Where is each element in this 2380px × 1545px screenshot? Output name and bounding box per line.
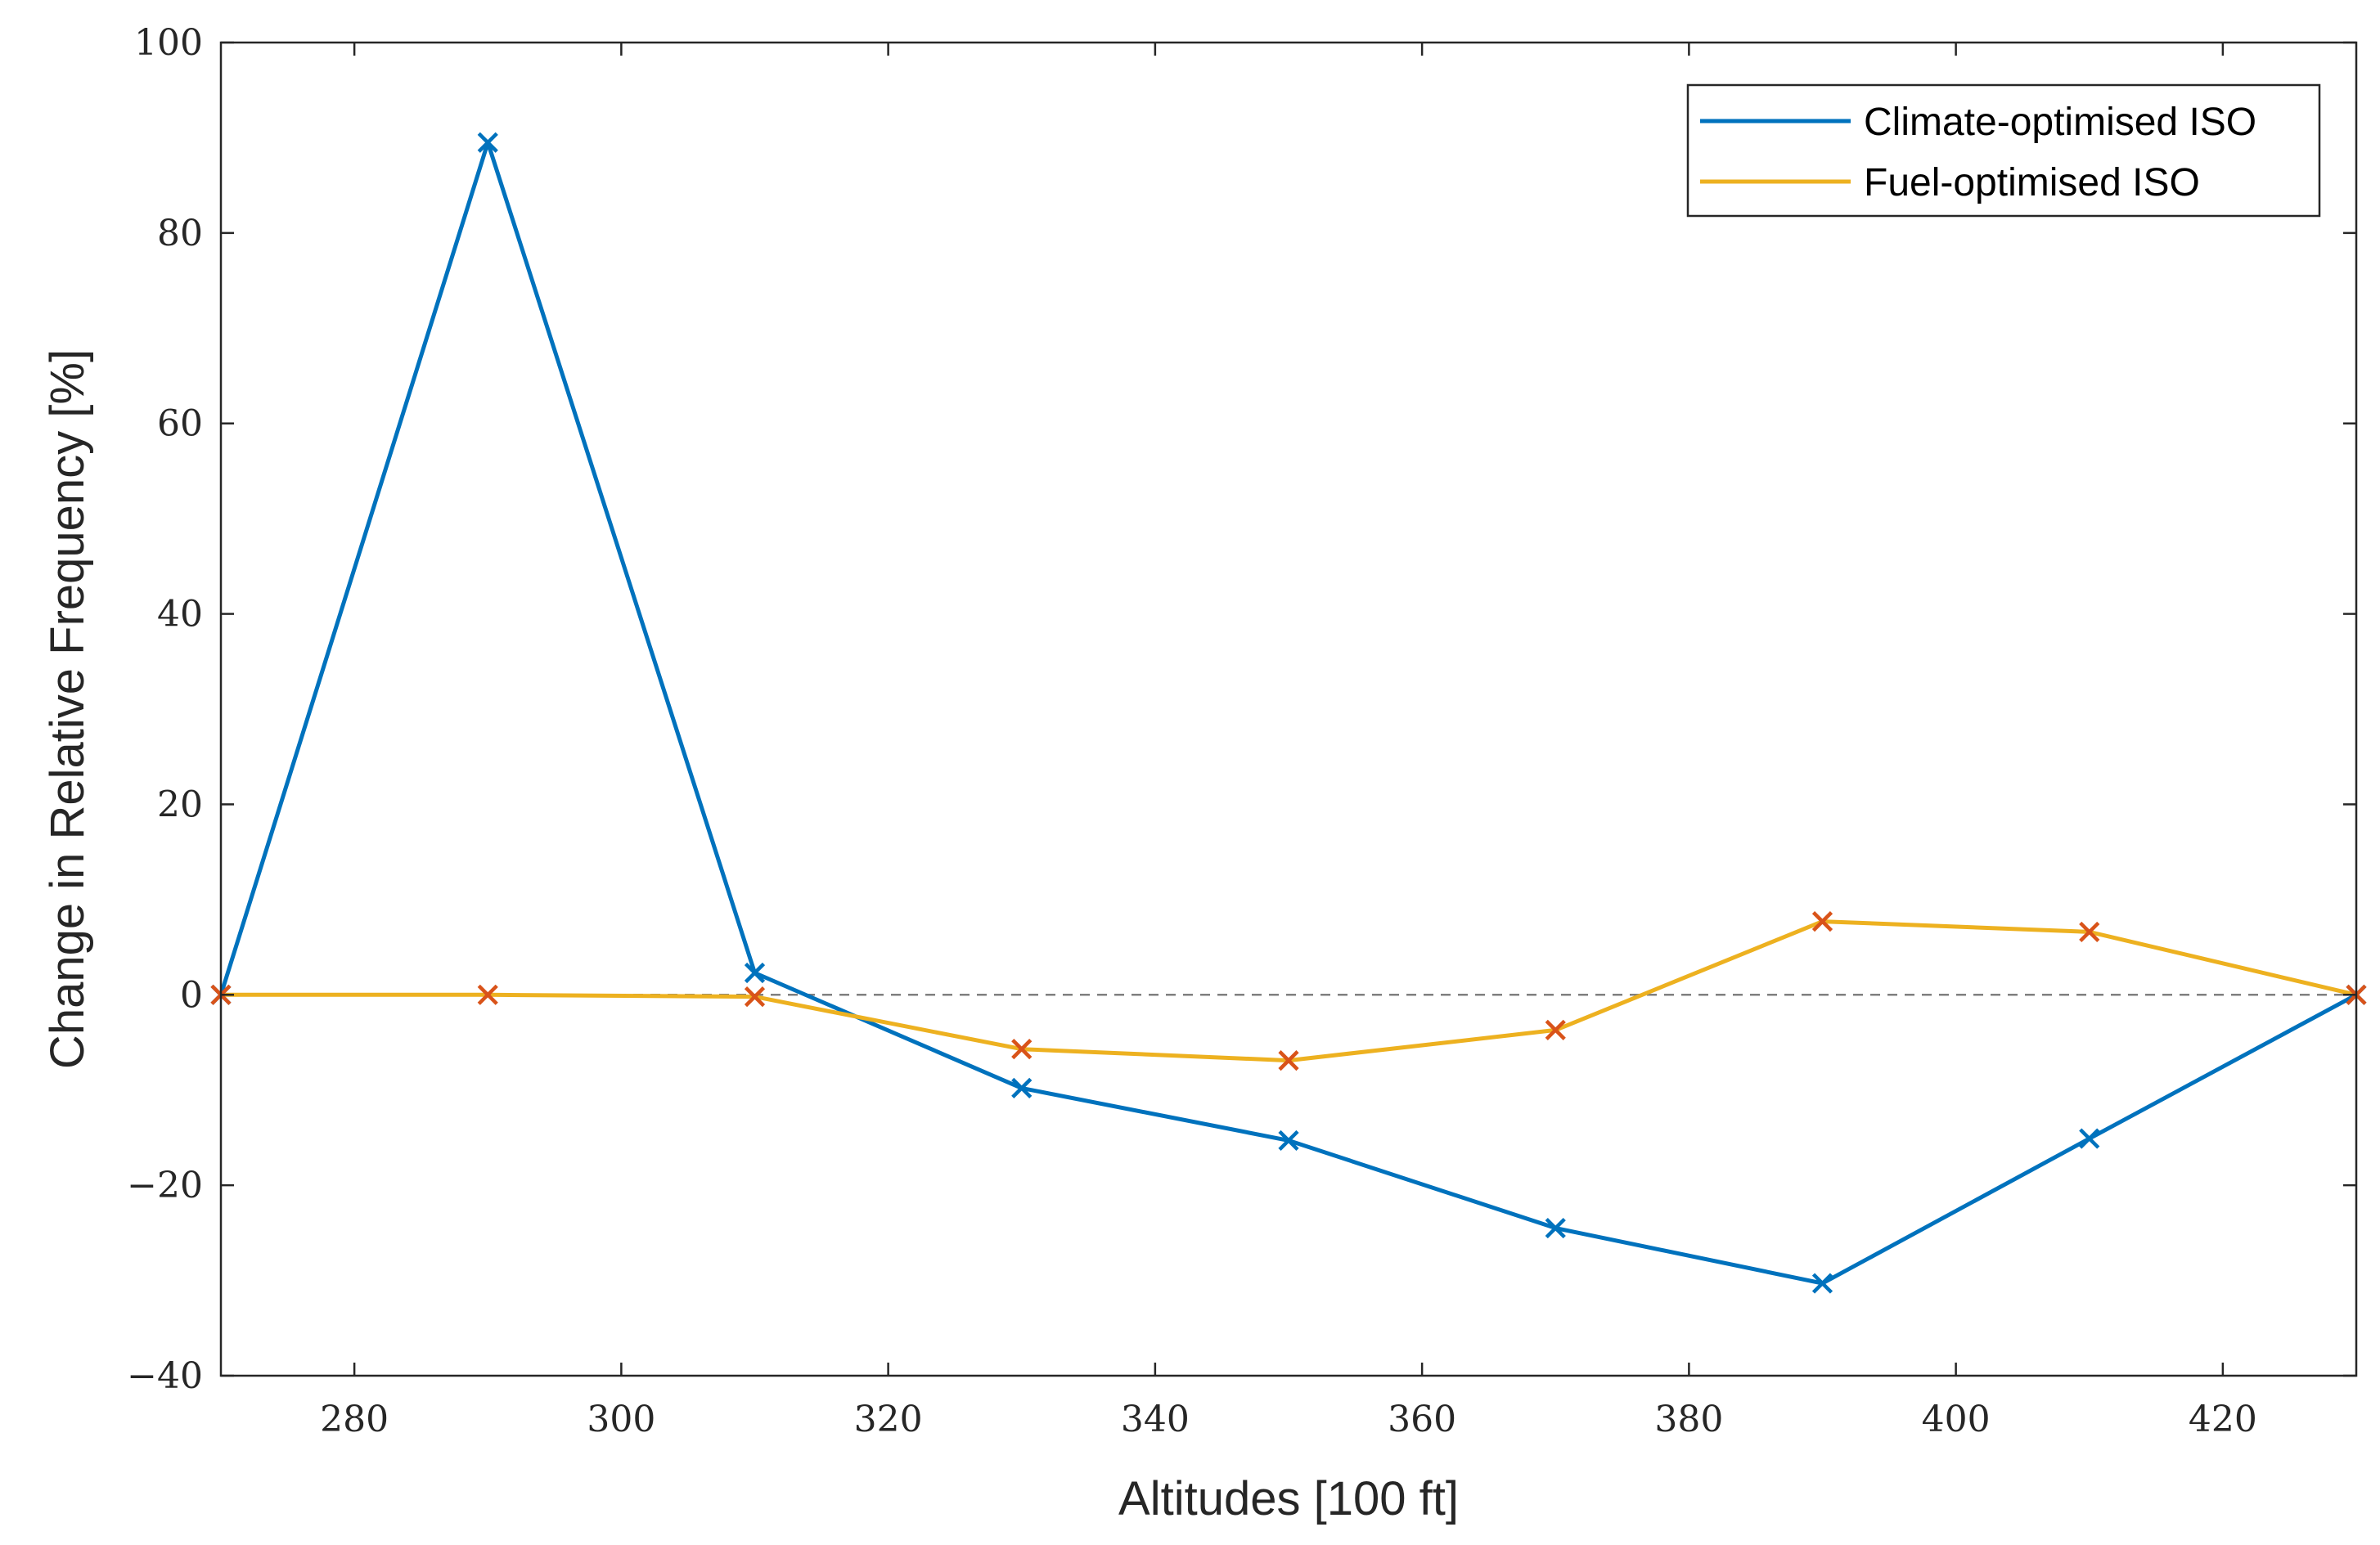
y-tick-label: 40 bbox=[157, 594, 203, 636]
x-tick-label: 360 bbox=[1388, 1399, 1456, 1440]
x-tick-label: 300 bbox=[587, 1399, 655, 1440]
legend-label-climate: Climate-optimised ISO bbox=[1864, 101, 2256, 144]
data-point-marker bbox=[2079, 921, 2100, 943]
data-point-marker bbox=[1545, 1019, 1566, 1040]
x-tick-label: 400 bbox=[1922, 1399, 1991, 1440]
y-axis-label: Change in Relative Frequency [%] bbox=[41, 349, 94, 1069]
data-point-marker bbox=[744, 986, 766, 1008]
legend-box bbox=[1686, 83, 2321, 218]
y-tick-label: 20 bbox=[157, 784, 203, 825]
data-point-marker bbox=[2079, 1128, 2100, 1149]
x-tick-label: 320 bbox=[854, 1399, 923, 1440]
x-tick-label: 420 bbox=[2189, 1399, 2257, 1440]
legend: Climate-optimised ISO Fuel-optimised ISO bbox=[1686, 83, 2321, 218]
data-point-marker bbox=[1545, 1217, 1566, 1239]
y-tick-label: 60 bbox=[157, 403, 203, 445]
x-axis-label: Altitudes [100 ft] bbox=[1118, 1472, 1459, 1525]
y-tick-label: −40 bbox=[127, 1355, 203, 1397]
x-tick-label: 280 bbox=[320, 1399, 389, 1440]
series-line-1 bbox=[221, 919, 2357, 1063]
data-point-marker bbox=[1278, 1130, 1299, 1152]
data-point-marker bbox=[477, 132, 498, 153]
data-point-marker bbox=[1278, 1050, 1299, 1071]
y-tick-label: 0 bbox=[180, 974, 203, 1016]
data-point-marker bbox=[1011, 1077, 1033, 1098]
data-point-marker bbox=[1011, 1039, 1033, 1060]
data-point-marker bbox=[477, 984, 498, 1005]
plot-area-frame bbox=[219, 41, 2358, 1377]
series-line-0 bbox=[218, 140, 2358, 1286]
y-tick-label: −20 bbox=[127, 1165, 203, 1206]
data-point-marker bbox=[1811, 1273, 1833, 1294]
x-tick-label: 340 bbox=[1121, 1399, 1190, 1440]
data-point-marker bbox=[1811, 911, 1833, 932]
y-tick-label: 100 bbox=[134, 22, 203, 64]
y-tick-label: 80 bbox=[157, 213, 203, 254]
data-point-marker bbox=[744, 962, 766, 984]
legend-label-fuel: Fuel-optimised ISO bbox=[1864, 161, 2200, 204]
x-tick-label: 380 bbox=[1654, 1399, 1723, 1440]
